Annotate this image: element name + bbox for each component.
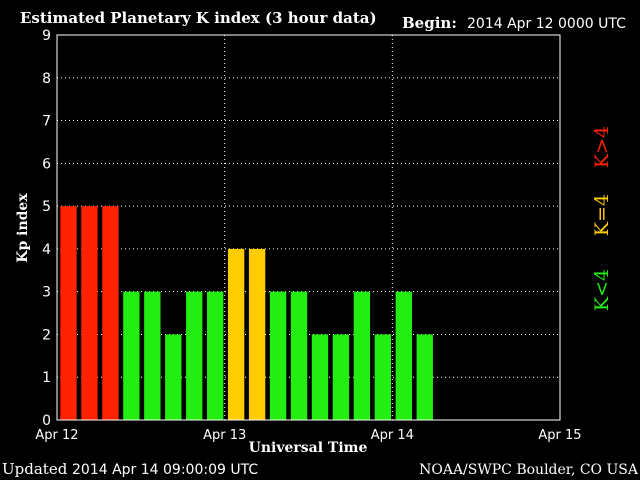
begin-label: Begin: xyxy=(402,14,457,32)
y-tick-label: 5 xyxy=(42,199,51,215)
kp-bar xyxy=(395,291,412,420)
kp-bar xyxy=(269,291,287,420)
kp-bar xyxy=(416,334,433,420)
kp-bar xyxy=(332,334,350,420)
kp-bar xyxy=(311,334,329,420)
credit-text: NOAA/SWPC Boulder, CO USA xyxy=(419,462,639,478)
kp-bar xyxy=(207,291,224,420)
kp-bar xyxy=(60,206,77,420)
kp-bar xyxy=(290,291,308,420)
x-tick-label: Apr 15 xyxy=(538,428,581,443)
y-tick-label: 8 xyxy=(42,71,51,87)
y-tick-label: 1 xyxy=(42,370,51,386)
updated-label: Updated xyxy=(2,460,68,478)
y-tick-label: 2 xyxy=(42,327,51,343)
y-tick-label: 9 xyxy=(42,28,51,44)
y-tick-label: 3 xyxy=(42,285,51,301)
bars xyxy=(60,206,433,420)
legend-high: K>4 xyxy=(591,126,613,168)
legend-equal: K=4 xyxy=(591,194,613,236)
updated-value: 2014 Apr 14 09:00:09 UTC xyxy=(72,462,258,478)
kp-bar xyxy=(248,248,266,420)
chart-title: Estimated Planetary K index (3 hour data… xyxy=(20,9,377,27)
y-tick-labels: 0 1 2 3 4 5 6 7 8 9 xyxy=(42,28,51,429)
y-tick-label: 7 xyxy=(42,114,51,130)
grid-lines xyxy=(57,35,560,420)
x-axis-label: Universal Time xyxy=(249,440,368,456)
kp-bar xyxy=(186,291,203,420)
kp-bar xyxy=(227,248,245,420)
kp-bar xyxy=(374,334,392,420)
y-tick-label: 4 xyxy=(42,242,51,258)
y-axis-label: Kp index xyxy=(15,193,31,263)
kp-bar xyxy=(165,334,182,420)
kp-bar xyxy=(81,206,98,420)
x-tick-labels: Apr 12 Apr 13 Apr 14 Apr 15 xyxy=(35,428,581,443)
x-tick-label: Apr 12 xyxy=(35,428,78,443)
x-tick-label: Apr 13 xyxy=(203,428,246,443)
begin-value: 2014 Apr 12 0000 UTC xyxy=(467,16,626,32)
y-tick-label: 0 xyxy=(42,413,51,429)
kp-bar xyxy=(102,206,119,420)
kp-bar xyxy=(144,291,161,420)
kp-bar xyxy=(353,291,371,420)
plot-frame xyxy=(56,34,561,421)
x-tick-label: Apr 14 xyxy=(371,428,414,443)
y-tick-label: 6 xyxy=(42,156,51,172)
kp-bar xyxy=(123,291,140,420)
legend-low: K<4 xyxy=(591,269,613,311)
